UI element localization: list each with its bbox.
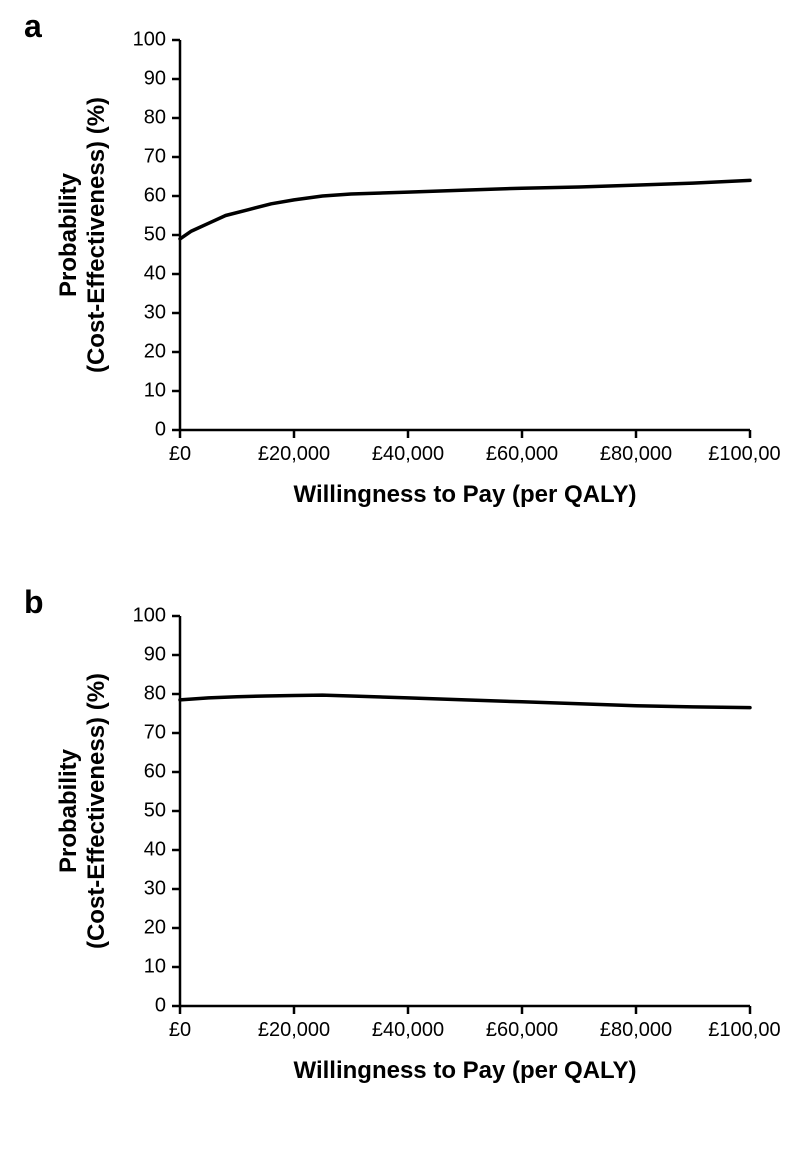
svg-text:80: 80 <box>144 682 166 704</box>
svg-text:£100,000: £100,000 <box>708 1019 780 1041</box>
panel-b: 0 10 20 30 40 50 60 70 80 90 100 £0 £20,000 £40,000 £6… <box>50 596 780 1126</box>
svg-text:90: 90 <box>144 643 166 665</box>
svg-text:£40,000: £40,000 <box>372 443 444 465</box>
svg-text:40: 40 <box>144 262 166 284</box>
svg-text:£80,000: £80,000 <box>600 443 672 465</box>
panel-a: 0 10 20 30 40 50 60 70 80 90 100 £0 £20,000 £40,000 £6… <box>50 20 780 550</box>
svg-text:70: 70 <box>144 721 166 743</box>
svg-text:Willingness to Pay (per QALY): Willingness to Pay (per QALY) <box>294 481 637 508</box>
svg-text:100: 100 <box>133 28 166 50</box>
svg-text:20: 20 <box>144 340 166 362</box>
panel-a-label: a <box>24 8 42 45</box>
svg-text:Probability: Probability <box>55 172 82 297</box>
svg-text:40: 40 <box>144 838 166 860</box>
svg-text:50: 50 <box>144 799 166 821</box>
svg-text:10: 10 <box>144 955 166 977</box>
svg-text:100: 100 <box>133 604 166 626</box>
svg-text:30: 30 <box>144 877 166 899</box>
svg-text:90: 90 <box>144 67 166 89</box>
svg-text:£0: £0 <box>169 443 191 465</box>
svg-text:£100,000: £100,000 <box>708 443 780 465</box>
svg-text:£60,000: £60,000 <box>486 1019 558 1041</box>
svg-text:0: 0 <box>155 418 166 440</box>
svg-text:0: 0 <box>155 994 166 1016</box>
svg-text:60: 60 <box>144 184 166 206</box>
svg-text:(Cost-Effectiveness) (%): (Cost-Effectiveness) (%) <box>83 673 110 949</box>
svg-text:Willingness to Pay (per QALY): Willingness to Pay (per QALY) <box>294 1057 637 1084</box>
svg-text:70: 70 <box>144 145 166 167</box>
svg-text:£20,000: £20,000 <box>258 1019 330 1041</box>
svg-text:20: 20 <box>144 916 166 938</box>
svg-text:10: 10 <box>144 379 166 401</box>
panel-b-svg: 0 10 20 30 40 50 60 70 80 90 100 £0 £20,000 £40,000 £6… <box>50 596 780 1126</box>
svg-text:50: 50 <box>144 223 166 245</box>
svg-text:£0: £0 <box>169 1019 191 1041</box>
svg-text:£20,000: £20,000 <box>258 443 330 465</box>
svg-text:£60,000: £60,000 <box>486 443 558 465</box>
svg-text:60: 60 <box>144 760 166 782</box>
svg-text:£40,000: £40,000 <box>372 1019 444 1041</box>
panel-b-label: b <box>24 584 44 621</box>
svg-text:Probability: Probability <box>55 748 82 873</box>
svg-text:30: 30 <box>144 301 166 323</box>
svg-text:£80,000: £80,000 <box>600 1019 672 1041</box>
svg-text:(Cost-Effectiveness) (%): (Cost-Effectiveness) (%) <box>83 97 110 373</box>
figure-container: a 0102030405060708090100£0£20,000£40,000… <box>0 0 796 1152</box>
panel-a-svg: 0 10 20 30 40 50 60 70 80 90 100 £0 £20,000 £40,000 £6… <box>50 20 780 550</box>
svg-text:80: 80 <box>144 106 166 128</box>
